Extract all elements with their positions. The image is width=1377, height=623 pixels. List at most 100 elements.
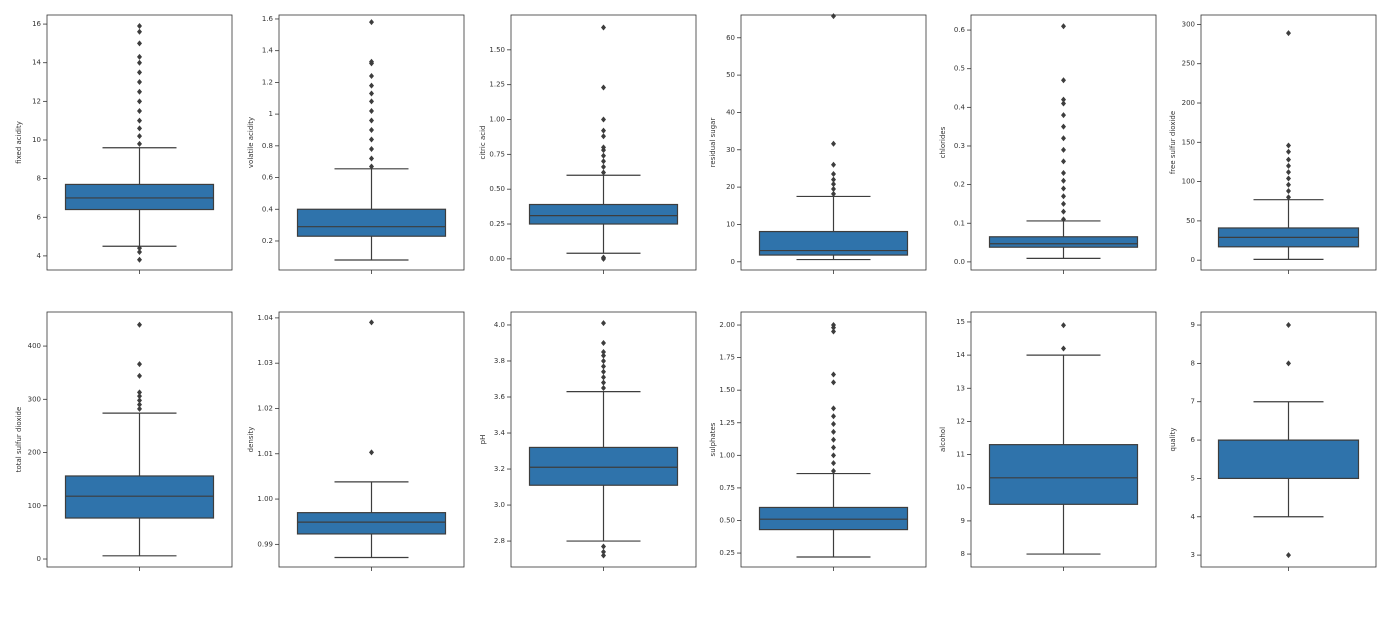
y-tick-label: 0.3 (954, 142, 965, 150)
y-tick-label: 50 (726, 71, 735, 79)
y-tick-label: 3.2 (494, 465, 505, 473)
outlier (601, 116, 606, 123)
outlier (1061, 177, 1066, 184)
outlier (601, 84, 606, 91)
box (988, 236, 1139, 248)
y-tick-label: 3.0 (494, 501, 505, 509)
outlier (831, 371, 836, 378)
y-tick-label: 10 (32, 136, 41, 144)
y-tick-label: 0.2 (954, 181, 965, 189)
outlier (1286, 188, 1291, 195)
outlier (137, 405, 142, 412)
y-tick-label: 2.8 (494, 537, 505, 545)
outlier (1286, 162, 1291, 169)
y-tick-label: 20 (726, 183, 735, 191)
y-tick-label: 50 (1186, 217, 1195, 225)
outlier (369, 58, 374, 65)
y-tick-label: 40 (726, 108, 735, 116)
outlier (831, 444, 836, 451)
y-tick-label: 1.01 (257, 450, 273, 458)
y-tick-label: 300 (28, 395, 41, 403)
y-tick-label: 0.50 (719, 516, 735, 524)
outlier (831, 405, 836, 412)
y-tick-label: 15 (956, 318, 965, 326)
outlier (1286, 322, 1291, 329)
y-tick-label: 12 (32, 97, 41, 105)
outlier (831, 421, 836, 428)
y-tick-label: 1.00 (257, 495, 273, 503)
outlier (137, 40, 142, 47)
outlier (831, 13, 836, 20)
y-tick-label: 0.00 (489, 255, 505, 263)
outlier (601, 339, 606, 346)
y-tick-label: 1.25 (489, 81, 505, 89)
box (64, 183, 215, 211)
outlier (369, 163, 374, 170)
outlier (1286, 360, 1291, 367)
y-tick-label: 150 (1182, 138, 1195, 146)
outlier (831, 452, 836, 459)
outlier (1061, 123, 1066, 130)
outlier (137, 372, 142, 379)
outlier (831, 379, 836, 386)
y-tick-label: 9 (961, 517, 965, 525)
box (528, 203, 679, 225)
outlier (831, 413, 836, 420)
y-tick-label: 6 (1191, 436, 1196, 444)
box (758, 506, 909, 531)
y-tick-label: 1.50 (489, 46, 505, 54)
y-tick-label: 3 (1191, 551, 1195, 559)
outlier (369, 107, 374, 114)
axes-frame (1200, 14, 1377, 271)
box (758, 230, 909, 256)
y-tick-label: 4.0 (494, 321, 505, 329)
outlier (601, 352, 606, 359)
axes-frame (510, 311, 697, 568)
y-tick-label: 200 (1182, 99, 1195, 107)
y-tick-label: 1.2 (262, 78, 273, 86)
axes-frame (740, 14, 927, 271)
outlier (1061, 77, 1066, 84)
y-tick-label: 2.00 (719, 321, 735, 329)
y-axis-label: chlorides (939, 126, 947, 158)
axes-frame (46, 14, 233, 271)
outlier (137, 98, 142, 105)
y-axis-label: quality (1169, 428, 1177, 452)
y-tick-label: 60 (726, 34, 735, 42)
outlier (137, 117, 142, 124)
outlier (1286, 156, 1291, 163)
outlier (601, 158, 606, 165)
outlier (1286, 175, 1291, 182)
outlier (1286, 181, 1291, 188)
y-tick-label: 16 (32, 20, 41, 28)
outlier (1286, 142, 1291, 149)
y-tick-label: 7 (1191, 398, 1195, 406)
outlier (831, 436, 836, 443)
outlier (1061, 96, 1066, 103)
y-axis-label: total sulfur dioxide (15, 407, 23, 473)
outlier (137, 125, 142, 132)
outlier (831, 140, 836, 147)
y-tick-label: 0.4 (954, 103, 966, 111)
outlier (601, 320, 606, 327)
y-tick-label: 10 (956, 484, 965, 492)
y-tick-label: 9 (1191, 321, 1195, 329)
y-tick-label: 1.03 (257, 359, 273, 367)
outlier (831, 467, 836, 474)
y-axis-label: free sulfur dioxide (1169, 111, 1177, 174)
outlier (601, 169, 606, 176)
y-tick-label: 1.4 (262, 47, 274, 55)
box (64, 475, 215, 519)
outlier (1061, 322, 1066, 329)
outlier (1061, 146, 1066, 153)
y-axis-label: sulphates (709, 422, 717, 456)
axes-frame (970, 14, 1157, 271)
outlier (137, 397, 142, 404)
outlier (369, 126, 374, 133)
outlier (137, 361, 142, 368)
outlier (137, 393, 142, 400)
outlier (601, 552, 606, 559)
outlier (1061, 193, 1066, 200)
